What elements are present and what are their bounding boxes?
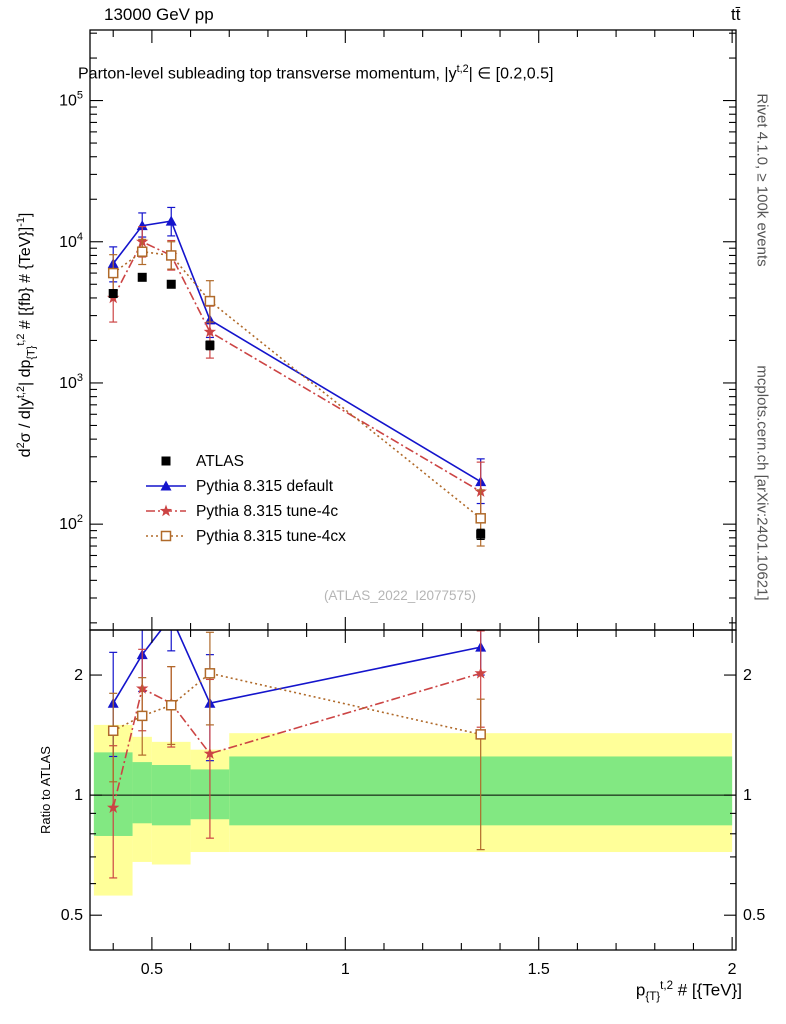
ratio-tick-label: 0.5 bbox=[61, 907, 83, 924]
y-tick-label: 104 bbox=[59, 231, 83, 251]
y-tick-label: 103 bbox=[59, 372, 83, 392]
ratio-series-pythia-8-315-tune-4cx bbox=[107, 631, 486, 851]
beam-energy-label: 13000 GeV pp bbox=[104, 5, 214, 24]
series-pythia-8-315-tune-4cx bbox=[107, 238, 486, 547]
y-tick-label: 102 bbox=[59, 513, 83, 533]
ratio-tick-label-right: 1 bbox=[743, 787, 752, 804]
ratio-uncertainty-bands bbox=[90, 724, 736, 896]
ratio-tick-label-right: 0.5 bbox=[743, 907, 765, 924]
x-tick-label: 1.5 bbox=[528, 961, 550, 978]
green-band bbox=[132, 762, 152, 824]
main-panel-data bbox=[107, 206, 487, 547]
ratio-panel-data bbox=[107, 630, 487, 879]
plot-title: Parton-level subleading top transverse m… bbox=[78, 63, 554, 83]
rivet-version-label: Rivet 4.1.0, ≥ 100k events bbox=[753, 93, 771, 267]
legend-item-atlas: ATLAS bbox=[161, 453, 244, 470]
process-label: tt̄ bbox=[731, 5, 741, 24]
x-axis-label: p{T}t,2 # [{TeV}] bbox=[635, 980, 742, 1004]
y-axis-label: d2σ / d|yt,2| dp{T}t,2 # [{fb} # {TeV}]-… bbox=[14, 212, 38, 458]
legend-item-pythia-8-315-tune-4cx: Pythia 8.315 tune-4cx bbox=[146, 528, 346, 545]
x-tick-label: 2 bbox=[728, 961, 737, 978]
ratio-axis-label: Ratio to ATLAS bbox=[37, 746, 53, 834]
legend-item-pythia-8-315-default: Pythia 8.315 default bbox=[146, 478, 334, 495]
mcplots-reference-label: mcplots.cern.ch [arXiv:2401.10621] bbox=[753, 365, 771, 601]
axes bbox=[89, 29, 737, 951]
legend-label: ATLAS bbox=[196, 453, 244, 470]
legend-label: Pythia 8.315 tune-4c bbox=[196, 503, 338, 520]
ratio-tick-label-right: 2 bbox=[743, 667, 752, 684]
legend-item-pythia-8-315-tune-4c: Pythia 8.315 tune-4c bbox=[146, 503, 338, 520]
legend-label: Pythia 8.315 tune-4cx bbox=[196, 528, 346, 545]
ratio-tick-label: 1 bbox=[74, 787, 83, 804]
x-tick-label: 0.5 bbox=[141, 961, 163, 978]
series-atlas bbox=[108, 272, 486, 540]
legend-label: Pythia 8.315 default bbox=[196, 478, 334, 495]
tick-labels: 102 103 104 105 0.5 1 1.5 2 0.5 0.5 1 1 2 2 bbox=[59, 90, 765, 978]
x-tick-label: 1 bbox=[341, 961, 350, 978]
analysis-watermark: (ATLAS_2022_I2077575) bbox=[323, 588, 477, 603]
y-tick-label: 105 bbox=[59, 90, 83, 110]
ratio-tick-label: 2 bbox=[74, 667, 83, 684]
legend: ATLAS Pythia 8.315 default Pythia 8.315 tu… bbox=[146, 453, 346, 545]
